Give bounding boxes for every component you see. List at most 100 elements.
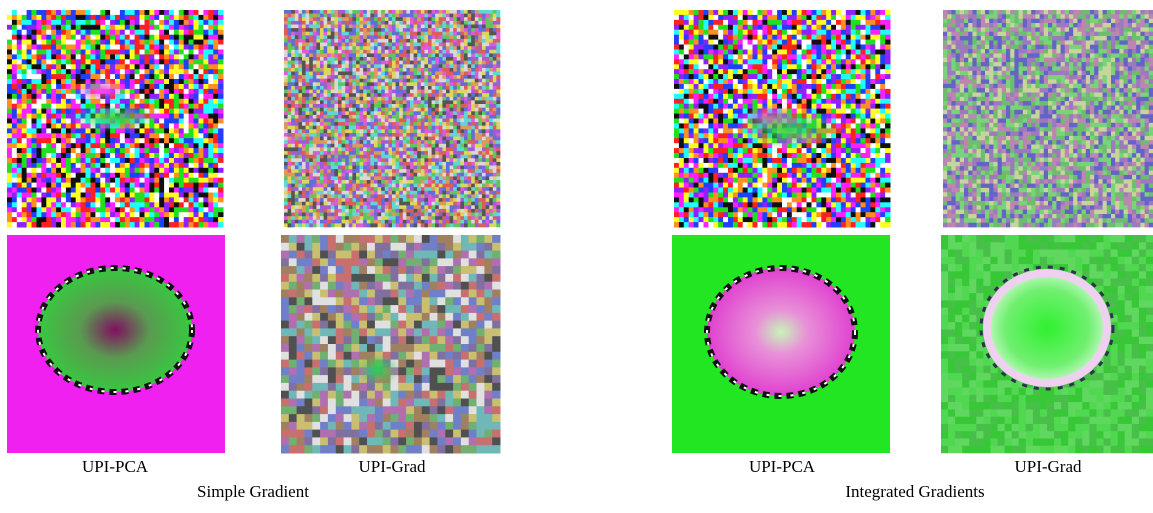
pixel bbox=[392, 187, 397, 192]
pixel bbox=[51, 59, 57, 65]
pixel bbox=[80, 103, 86, 110]
pixel bbox=[388, 35, 393, 40]
pixel bbox=[61, 34, 67, 41]
pixel bbox=[323, 169, 328, 174]
pixel bbox=[294, 28, 299, 33]
pixel bbox=[363, 205, 368, 210]
pixel bbox=[338, 60, 343, 65]
pixel bbox=[323, 172, 328, 177]
pixel bbox=[124, 93, 131, 100]
pixel bbox=[464, 78, 469, 83]
pixel bbox=[402, 198, 407, 203]
pixel bbox=[213, 93, 219, 100]
pixel bbox=[320, 161, 325, 166]
pixel bbox=[345, 78, 350, 83]
pixel bbox=[428, 89, 433, 94]
pixel bbox=[305, 158, 310, 163]
pixel bbox=[446, 190, 451, 195]
pixel bbox=[70, 148, 77, 154]
pixel bbox=[366, 96, 371, 101]
pixel bbox=[16, 118, 23, 124]
pixel bbox=[7, 212, 13, 218]
pixel bbox=[334, 20, 339, 25]
pixel bbox=[70, 44, 77, 50]
pixel bbox=[284, 161, 289, 166]
pixel bbox=[149, 19, 155, 26]
pixel bbox=[70, 158, 77, 164]
pixel bbox=[438, 42, 443, 47]
pixel bbox=[381, 24, 386, 29]
pixel bbox=[144, 10, 150, 16]
pixel bbox=[119, 202, 126, 208]
pixel bbox=[198, 123, 204, 129]
pixel bbox=[129, 128, 136, 134]
pixel bbox=[442, 82, 447, 87]
pixel bbox=[198, 69, 204, 75]
pixel bbox=[392, 133, 397, 138]
pixel bbox=[159, 54, 165, 60]
pixel bbox=[388, 46, 393, 51]
pixel bbox=[119, 133, 126, 139]
pixel bbox=[56, 187, 62, 193]
pixel bbox=[320, 198, 325, 203]
pixel bbox=[320, 20, 325, 25]
pixel bbox=[110, 14, 116, 21]
pixel bbox=[392, 46, 397, 51]
pixel bbox=[345, 201, 350, 206]
pixel bbox=[124, 222, 131, 228]
pixel bbox=[193, 69, 199, 75]
pixel bbox=[374, 118, 379, 123]
pixel bbox=[370, 82, 375, 87]
pixel bbox=[46, 74, 52, 80]
pixel bbox=[456, 201, 461, 206]
pixel bbox=[16, 44, 23, 50]
pixel bbox=[139, 98, 145, 105]
pixel bbox=[428, 57, 433, 62]
pixel bbox=[129, 14, 136, 21]
pixel bbox=[56, 153, 62, 159]
pixel bbox=[381, 42, 386, 47]
pixel bbox=[298, 38, 303, 43]
pixel bbox=[31, 128, 37, 134]
pixel bbox=[198, 202, 204, 208]
pixel bbox=[363, 31, 368, 36]
pixel bbox=[338, 125, 343, 130]
pixel bbox=[31, 202, 37, 208]
pixel bbox=[464, 89, 469, 94]
pixel bbox=[453, 223, 458, 228]
pixel bbox=[435, 201, 440, 206]
pixel bbox=[377, 31, 382, 36]
pixel bbox=[381, 122, 386, 127]
pixel bbox=[420, 96, 425, 101]
pixel bbox=[320, 194, 325, 199]
pixel bbox=[149, 182, 155, 188]
pixel bbox=[334, 183, 339, 188]
pixel bbox=[316, 107, 321, 112]
pixel bbox=[298, 161, 303, 166]
pixel bbox=[406, 20, 411, 25]
pixel bbox=[188, 24, 194, 31]
pixel bbox=[370, 219, 375, 224]
pixel bbox=[431, 20, 436, 25]
pixel bbox=[134, 202, 140, 208]
pixel bbox=[453, 46, 458, 51]
pixel bbox=[377, 57, 382, 62]
pixel bbox=[173, 113, 180, 119]
pixel bbox=[453, 13, 458, 18]
pixel bbox=[345, 118, 350, 123]
pixel bbox=[392, 60, 397, 65]
pixel bbox=[203, 202, 209, 208]
pixel bbox=[438, 219, 443, 224]
pixel bbox=[188, 123, 194, 129]
pixel bbox=[424, 104, 429, 109]
pixel bbox=[374, 35, 379, 40]
pixel bbox=[169, 14, 175, 21]
pixel bbox=[11, 113, 18, 119]
pixel bbox=[164, 182, 170, 188]
pixel bbox=[178, 59, 185, 65]
pixel bbox=[442, 165, 447, 170]
pixel bbox=[36, 128, 42, 134]
pixel bbox=[399, 158, 404, 163]
pixel bbox=[100, 222, 106, 228]
pixel bbox=[381, 67, 386, 72]
